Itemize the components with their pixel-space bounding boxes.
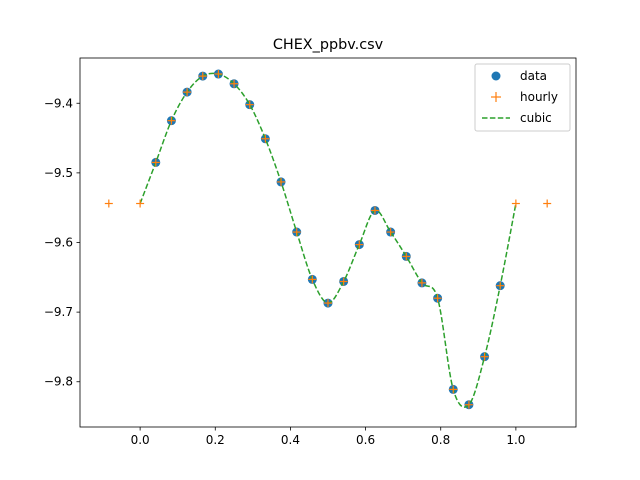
chart-title: CHEX_ppbv.csv <box>273 37 384 53</box>
hourly-point <box>277 177 286 186</box>
hourly-point <box>480 352 489 361</box>
hourly-point <box>511 199 520 208</box>
y-tick-label: −9.6 <box>44 236 73 250</box>
hourly-point <box>386 228 395 237</box>
hourly-point <box>308 275 317 284</box>
hourly-point <box>543 199 552 208</box>
hourly-point <box>104 199 113 208</box>
hourly-point <box>136 199 145 208</box>
x-tick-label: 0.6 <box>356 433 375 447</box>
hourly-point <box>230 79 239 88</box>
hourly-point <box>198 72 207 81</box>
legend-label-cubic: cubic <box>520 111 552 125</box>
x-tick-label: 0.0 <box>131 433 150 447</box>
legend-box <box>474 63 571 132</box>
x-tick-label: 1.0 <box>506 433 525 447</box>
hourly-point <box>292 228 301 237</box>
legend: data hourly cubic <box>474 63 571 132</box>
hourly-point <box>496 281 505 290</box>
hourly-point <box>167 116 176 125</box>
hourly-point <box>464 400 473 409</box>
legend-data-marker <box>491 71 501 81</box>
x-tick-label: 0.8 <box>431 433 450 447</box>
hourly-point <box>433 294 442 303</box>
legend-hourly-marker <box>491 92 501 102</box>
y-axis: −9.8 −9.7 −9.6 −9.5 −9.4 <box>44 96 80 389</box>
x-axis: 0.0 0.2 0.4 0.6 0.8 1.0 <box>131 427 525 447</box>
hourly-point <box>245 100 254 109</box>
legend-label-data: data <box>520 69 547 83</box>
hourly-point <box>339 277 348 286</box>
hourly-point <box>417 278 426 287</box>
x-tick-label: 0.2 <box>206 433 225 447</box>
y-tick-label: −9.7 <box>44 305 73 319</box>
hourly-point <box>355 240 364 249</box>
hourly-point <box>324 299 332 308</box>
y-tick-label: −9.8 <box>44 375 73 389</box>
hourly-point <box>261 134 270 143</box>
y-tick-label: −9.5 <box>44 166 73 180</box>
x-tick-label: 0.4 <box>281 433 300 447</box>
y-tick-label: −9.4 <box>44 96 73 110</box>
hourly-point <box>183 88 192 97</box>
legend-label-hourly: hourly <box>520 90 558 104</box>
hourly-point <box>214 70 223 79</box>
hourly-point <box>370 206 379 215</box>
hourly-point <box>402 252 411 261</box>
hourly-point <box>449 385 458 394</box>
hourly-point <box>151 158 160 167</box>
plot-area <box>104 69 552 410</box>
